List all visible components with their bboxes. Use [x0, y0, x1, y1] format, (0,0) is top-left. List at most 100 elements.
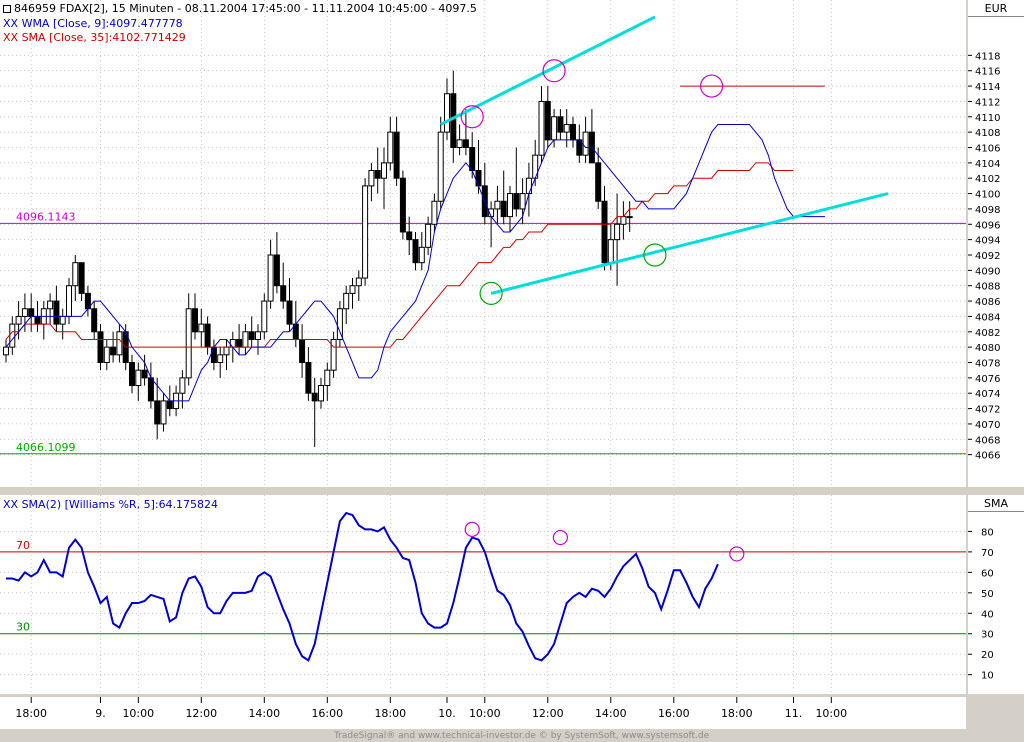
time-tick-label: 10:00 — [122, 707, 154, 720]
time-axis-ticks: 18:00 9. 10:00 12:00 14:00 16:00 18:00 10. 10:00… — [15, 697, 847, 720]
indicator-tick-label: 20 — [981, 650, 994, 661]
candle-body — [3, 346, 9, 356]
price-tick-label: 4092 — [975, 251, 1000, 262]
level-label: 4096.1143 — [16, 210, 76, 223]
candle-body — [500, 200, 507, 218]
candle-body — [582, 131, 589, 156]
price-chart: 4096.1143 4066.1099 — [0, 0, 966, 487]
level-label: 4066.1099 — [16, 441, 76, 454]
indicator-axis-ticks: 10 20 30 40 50 60 70 80 — [968, 527, 994, 682]
candle-body — [437, 131, 444, 202]
candle-body — [381, 162, 387, 179]
price-tick-label: 4102 — [975, 174, 1000, 185]
candle-body — [601, 200, 608, 264]
candle-body — [336, 308, 343, 340]
time-tick-label: 10:00 — [815, 707, 847, 720]
footer-credit: TradeSignal® and www.technical-investor.… — [334, 731, 710, 741]
time-tick-label: 10. — [438, 707, 456, 720]
candle-body — [626, 216, 633, 219]
candle-body — [248, 331, 255, 340]
candle-body — [110, 346, 117, 356]
candle-body — [210, 346, 217, 363]
price-tick-label: 4088 — [975, 282, 1000, 293]
time-tick-label: 12:00 — [532, 707, 564, 720]
indicator-marker-circle — [464, 521, 480, 537]
candle-body — [494, 200, 501, 210]
candle-body — [387, 131, 394, 164]
candle-body — [570, 123, 576, 141]
price-tick-label: 4068 — [975, 435, 1000, 446]
candle-body — [406, 231, 413, 241]
candle-body — [418, 246, 425, 264]
candle-body — [160, 400, 167, 425]
time-tick-label: 18:00 — [15, 707, 47, 720]
candle-body — [280, 285, 287, 302]
level-70-label: 70 — [16, 539, 30, 552]
time-axis[interactable]: 18:00 9. 10:00 12:00 14:00 16:00 18:00 10. 10:00… — [0, 697, 966, 729]
candle-body — [525, 177, 532, 195]
marker-circle — [643, 243, 667, 267]
wma-line — [5, 123, 825, 402]
price-tick-label: 4066 — [975, 451, 1000, 462]
time-tick-label: 12:00 — [185, 707, 217, 720]
trendline — [490, 192, 889, 295]
indicator-tick-label: 30 — [981, 630, 994, 641]
candle-body — [179, 377, 186, 394]
price-tick-label: 4112 — [975, 97, 1000, 108]
candle-body — [66, 285, 72, 317]
candle-body — [299, 338, 306, 364]
candle-body — [343, 292, 350, 310]
candle-body — [519, 193, 526, 210]
candle-body — [544, 100, 551, 141]
indicator-panel: 70 30 XX SMA(2) [Williams %R, 5]:64.17582… — [0, 495, 966, 694]
indicator-marker-circle — [729, 546, 745, 562]
candle-body — [198, 323, 205, 333]
candle-body — [273, 254, 280, 287]
candle-body — [551, 116, 558, 141]
chart-title: 846959 FDAX[2], 15 Minuten - 08.11.2004 … — [3, 2, 477, 15]
price-tick-label: 4084 — [975, 312, 1000, 323]
marker-circle — [479, 281, 503, 305]
candle-body — [141, 369, 148, 379]
candle-body — [469, 147, 476, 172]
candle-body — [311, 392, 318, 402]
indicator-chart: 70 30 — [0, 495, 966, 694]
time-tick-label: 16:00 — [311, 707, 343, 720]
candle-body — [97, 331, 104, 363]
candle-body — [166, 400, 173, 410]
candle-body — [261, 300, 268, 333]
price-tick-label: 4110 — [975, 113, 1000, 124]
indicator-axis[interactable]: SMA 10 20 30 40 50 60 70 80 — [968, 495, 1024, 694]
candle-body — [34, 315, 41, 325]
candle-body — [305, 362, 312, 394]
indicator-tick-label: 60 — [981, 568, 994, 579]
sma-line — [5, 162, 794, 348]
price-tick-label: 4076 — [975, 374, 1000, 385]
candle-body — [620, 216, 627, 225]
marker-circle — [699, 74, 724, 98]
sma-legend: XX SMA [Close, 35]:4102.771429 — [3, 31, 186, 44]
candle-body — [412, 239, 419, 264]
price-tick-label: 4070 — [975, 420, 1000, 431]
currency-label: EUR — [968, 2, 1024, 17]
marker-circle — [460, 105, 484, 129]
price-tick-label: 4082 — [975, 328, 1000, 339]
indicator-tick-label: 80 — [981, 527, 994, 538]
price-axis[interactable]: EUR 4066 4068 4070 4072 4074 4076 4078 4080 4082… — [968, 0, 1024, 487]
candle-body — [330, 338, 337, 371]
price-tick-label: 4106 — [975, 144, 1000, 155]
candle-body — [91, 308, 98, 333]
candle-body — [286, 300, 293, 325]
price-tick-label: 4116 — [975, 67, 1000, 78]
wma-legend: XX WMA [Close, 9]:4097.477778 — [3, 17, 183, 30]
candle-body — [362, 185, 369, 279]
candle-body — [53, 300, 60, 325]
candle-body — [192, 308, 198, 333]
candle-body — [444, 93, 450, 133]
time-tick-label: 11. — [785, 707, 803, 720]
candle-body — [374, 170, 381, 179]
candle-body — [185, 308, 192, 379]
candle-body — [135, 369, 142, 387]
candle-body — [462, 139, 469, 148]
price-tick-label: 4100 — [975, 190, 1000, 201]
